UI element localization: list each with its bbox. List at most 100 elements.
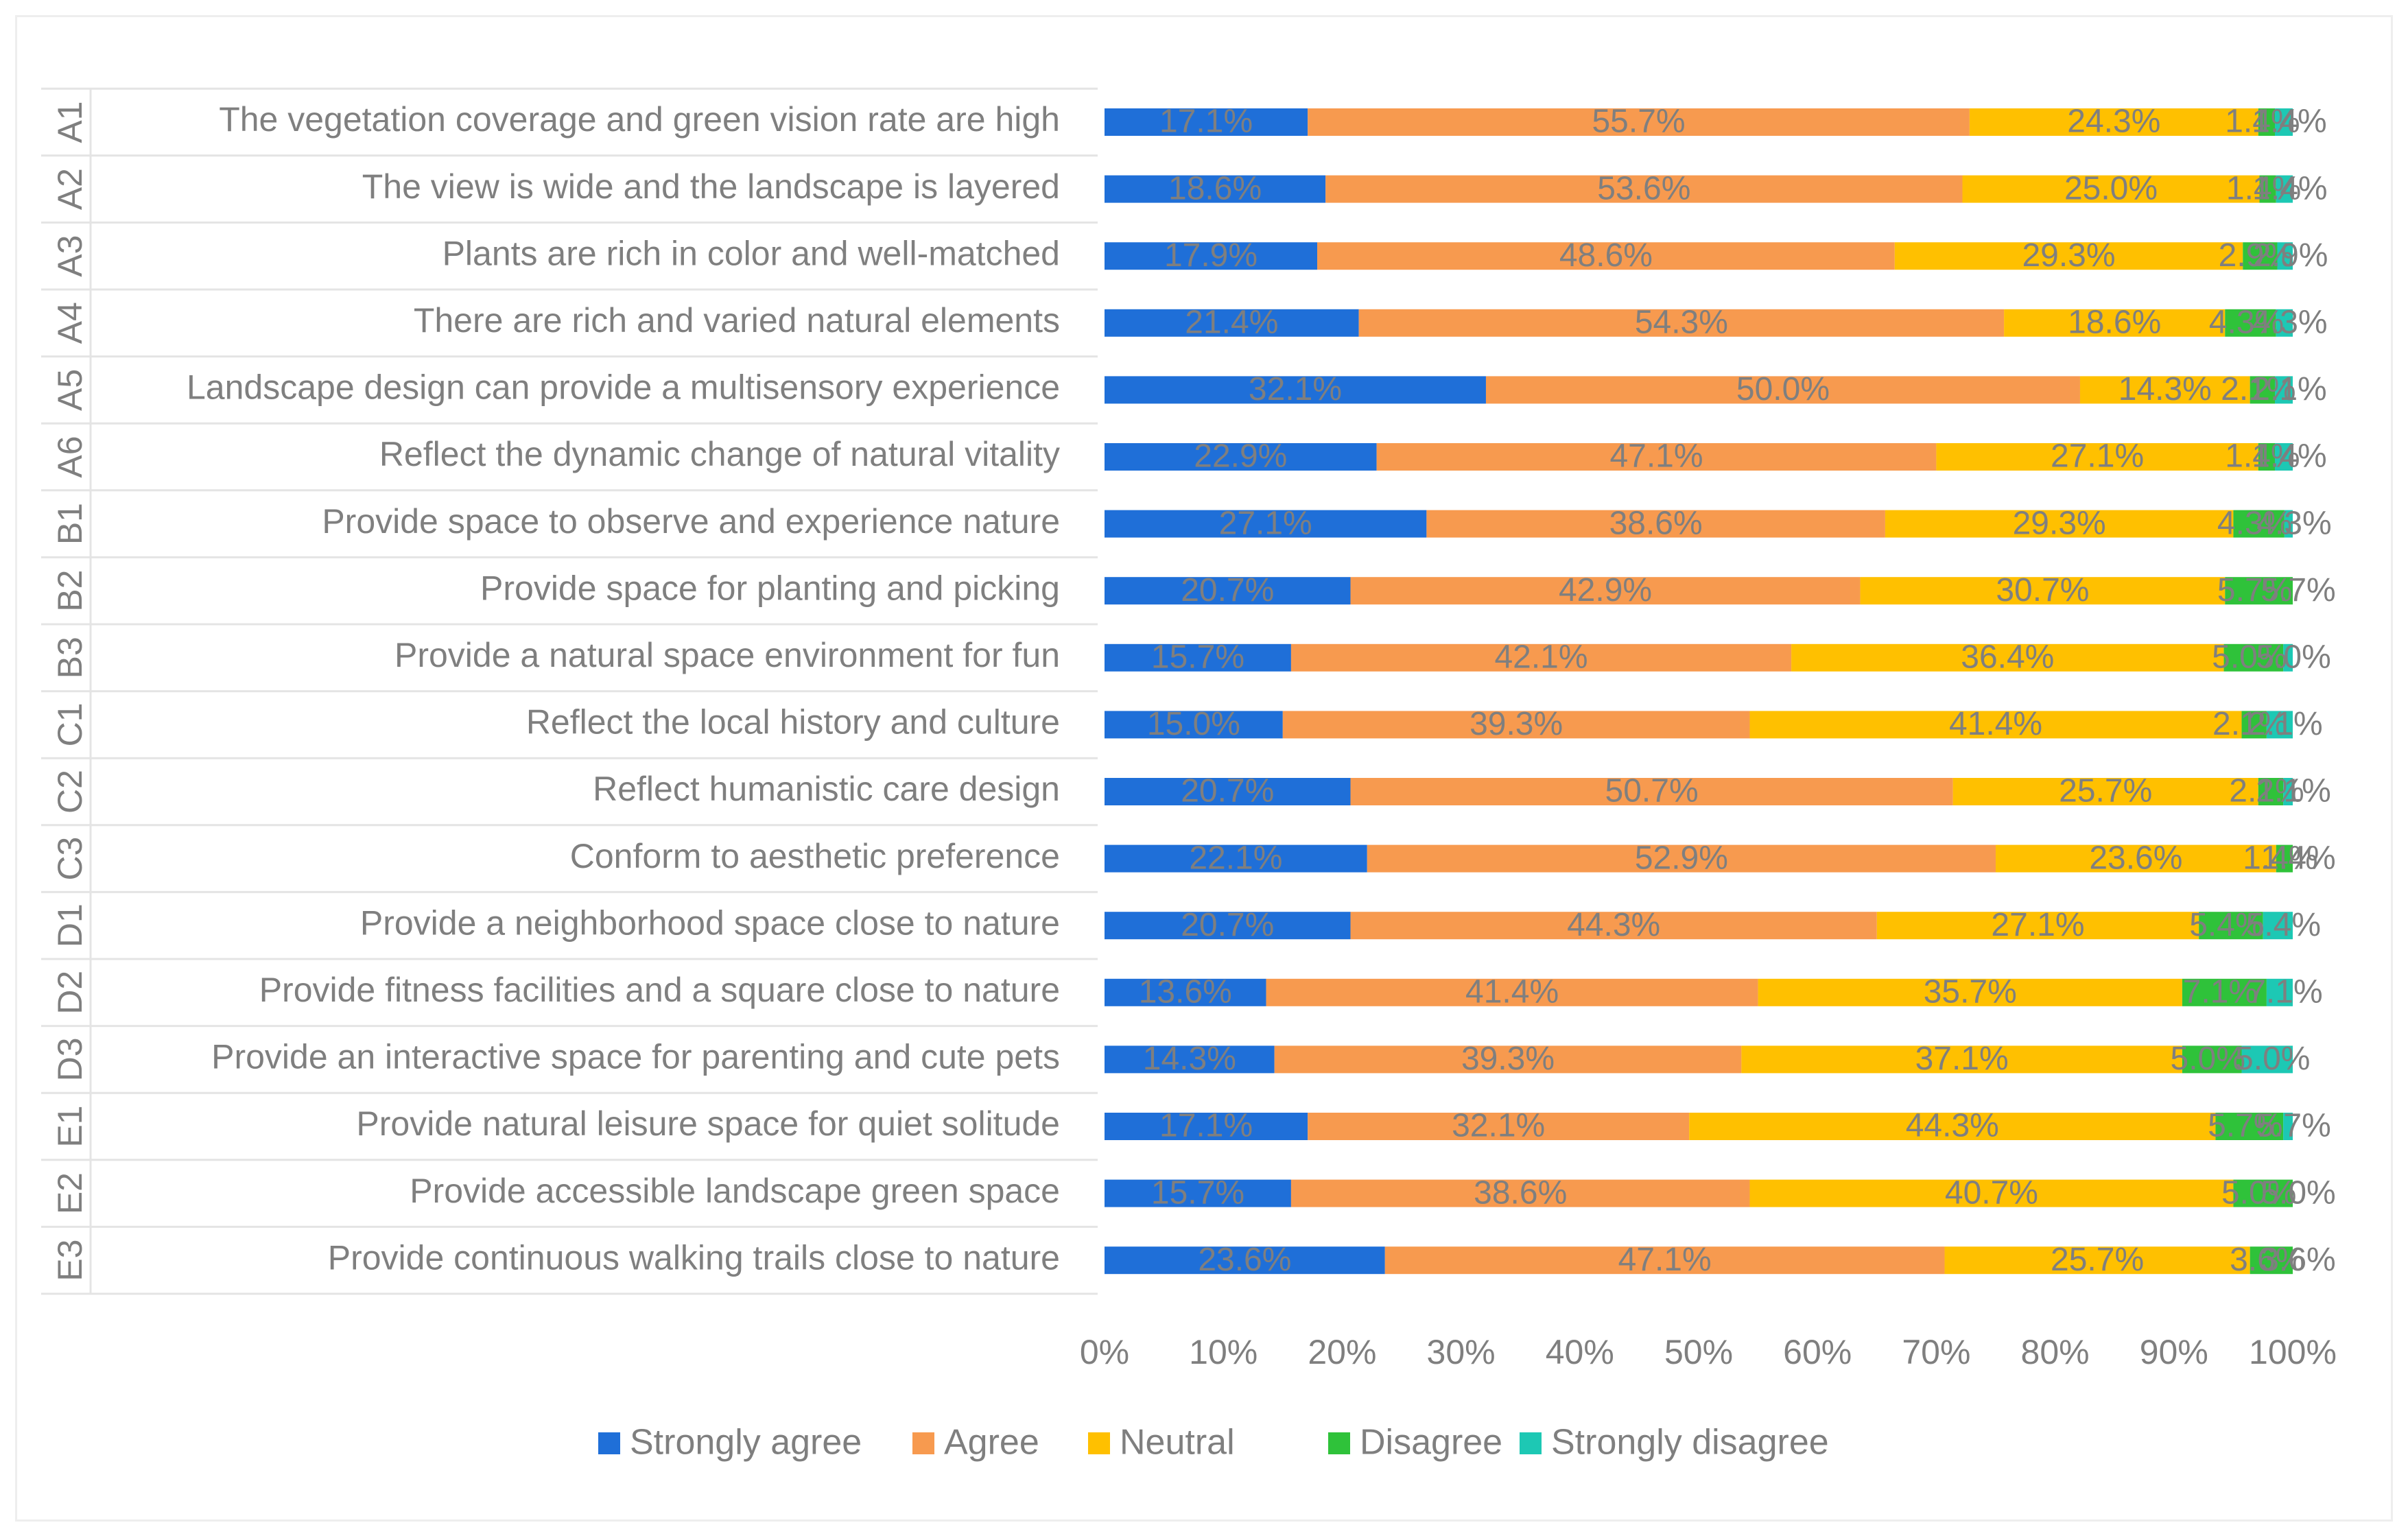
category-label: Conform to aesthetic preference [570,837,1060,875]
data-label: 2.1% [2229,773,2304,809]
data-label: 1.4% [2225,438,2300,475]
bar-segment-strongly-agree [1105,108,1308,136]
data-label: 2.1% [2247,706,2322,742]
data-label: 1.4% [2252,170,2327,206]
legend-label: Strongly agree [630,1423,862,1463]
bar-segment-strongly-agree [1105,778,1351,805]
x-tick-label: 100% [2249,1333,2337,1371]
category-code: A3 [51,235,89,277]
data-label: 15.7% [1151,639,1244,675]
data-label: 25.0% [2064,170,2158,206]
category-label: Landscape design can provide a multisens… [187,368,1060,407]
data-label: 17.9% [1164,237,1258,274]
bar-segment-neutral [1860,577,2226,605]
data-label: 20.7% [1181,773,1274,809]
bar-segment-agree [1282,711,1750,739]
legend-label: Disagree [1360,1423,1502,1463]
category-code: D2 [51,971,89,1015]
bar-segment-agree [1350,778,1953,805]
bar-segment-neutral [1969,108,2258,136]
data-label: 2.1% [2221,371,2295,407]
category-code: D1 [51,903,89,947]
bar-segment-neutral [1791,643,2224,672]
x-tick-label: 20% [1308,1333,1376,1371]
category-label: The vegetation coverage and green vision… [219,100,1060,139]
bar-segment-disagree [2241,711,2267,739]
bar-segment-strongly-agree [1105,978,1266,1006]
data-label: 53.6% [1597,170,1690,206]
bar-segment-disagree [2182,978,2267,1006]
data-label: 5.4% [2246,907,2321,943]
category-code: A1 [51,101,89,143]
bar-segment-strongly-agree [1105,510,1427,538]
data-label: 5.0% [2256,639,2330,675]
bar-segment-neutral [1741,1045,2182,1074]
data-label: 41.4% [1465,973,1559,1010]
data-label: 38.6% [1474,1174,1567,1211]
bar-segment-disagree [2276,844,2293,873]
data-label: 25.7% [2051,1242,2144,1278]
bar-segment-disagree [2225,577,2293,605]
bar-segment-strongly-disagree [2263,912,2293,940]
bar-segment-agree [1485,376,2080,404]
data-label: 5.7% [2261,572,2335,608]
data-label: 48.6% [1559,237,1653,274]
data-label: 44.3% [1567,907,1660,943]
category-label: Plants are rich in color and well-matche… [442,234,1060,272]
data-label: 3.6% [2230,1242,2304,1278]
bar-segment-strongly-agree [1105,643,1291,672]
legend-swatch [1328,1432,1350,1454]
bar-segment-agree [1350,912,1877,940]
bar-segment-neutral [1749,1179,2234,1207]
legend-label: Strongly disagree [1551,1423,1829,1463]
x-tick-label: 0% [1080,1333,1129,1371]
bar-segment-strongly-agree [1105,577,1351,605]
category-code: B1 [51,503,89,545]
data-label: 40.7% [1945,1174,2038,1211]
data-label: 55.7% [1592,104,1685,140]
data-label: 27.1% [1991,907,2084,943]
legend-swatch [1520,1432,1542,1454]
bar-segment-strongly-disagree [2266,711,2293,739]
bar-segment-neutral [1749,711,2242,739]
bar-segment-disagree [2233,1179,2293,1207]
legend-label: Neutral [1120,1423,1235,1463]
x-tick-label: 70% [1902,1333,1970,1371]
data-label: 14.3% [2118,371,2212,407]
data-label: 1.4% [2252,438,2326,475]
legend-label: Agree [944,1423,1039,1463]
data-label: 27.1% [2051,438,2144,475]
bar-segment-neutral [1936,443,2258,471]
bar-segment-disagree [2258,443,2276,471]
bar-segment-disagree [2199,912,2263,940]
data-label: 47.1% [1618,1242,1712,1278]
bar-segment-disagree [2250,1246,2293,1275]
data-label: 15.7% [1151,1174,1244,1211]
data-label: 25.7% [2059,773,2152,809]
category-code: A2 [51,168,89,210]
category-label: Provide space for planting and picking [480,569,1060,607]
bar-segment-disagree [2233,510,2285,538]
bar-segment-agree [1325,175,1963,203]
data-label: 4.3% [2252,304,2327,340]
bar-segment-agree [1358,309,2005,337]
bar-segment-strongly-disagree [2275,108,2293,136]
legend-swatch [912,1432,934,1454]
bar-segment-neutral [1944,1246,2250,1275]
bar-segment-agree [1367,844,1996,873]
category-code: E1 [51,1105,89,1147]
category-label: Provide space to observe and experience … [322,502,1060,541]
data-label: 42.9% [1559,572,1652,608]
bar-segment-strongly-disagree [2277,242,2293,270]
category-code: E3 [51,1240,89,1281]
bar-segment-neutral [1876,912,2199,940]
bar-segment-strongly-disagree [2284,510,2293,538]
data-label: 22.9% [1194,438,1287,475]
x-tick-label: 50% [1664,1333,1733,1371]
x-tick-label: 30% [1427,1333,1496,1371]
data-label: 5.4% [2189,907,2264,943]
data-label: 52.9% [1635,840,1728,876]
x-tick-label: 90% [2140,1333,2208,1371]
category-label: The view is wide and the landscape is la… [362,167,1060,206]
bar-segment-agree [1266,978,1758,1006]
